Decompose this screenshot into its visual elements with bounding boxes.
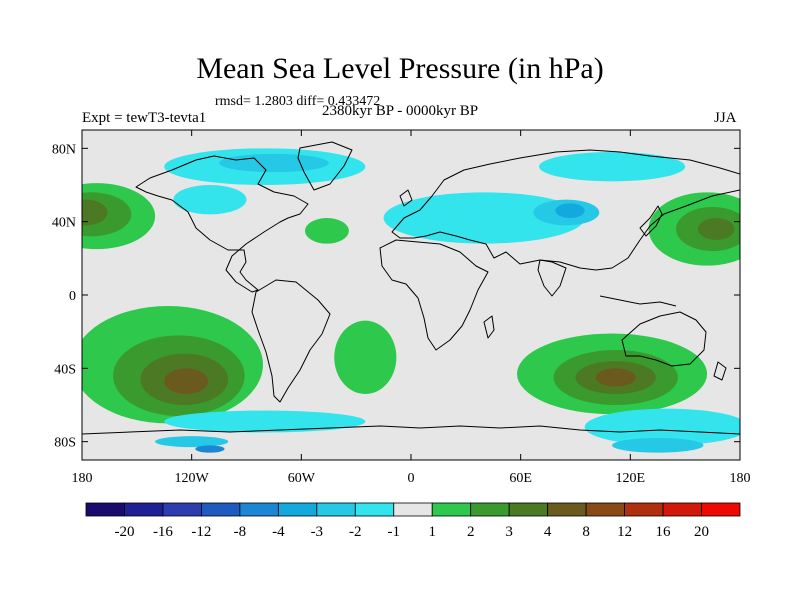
region-eurasia-low-inner (555, 203, 585, 219)
axis-ticks: 180 120W 60W 0 60E 120E 180 80N 40N 0 40S 80S (52, 130, 751, 486)
colorbar-label: -1 (388, 524, 401, 540)
region-atlantic-high-north (304, 218, 349, 244)
colorbar-swatch (354, 502, 395, 517)
colorbar-swatch (277, 502, 318, 517)
colorbar-swatch (201, 502, 241, 517)
lon-tick-label: 0 (408, 471, 415, 486)
map-area (81, 129, 741, 461)
plot-title: Mean Sea Level Pressure (in hPa) (196, 52, 604, 85)
colorbar-label: -3 (311, 524, 324, 540)
experiment-label: Expt = tewT3-tevta1 (82, 110, 207, 126)
india-coast (537, 259, 567, 297)
colorbar-label: 2 (467, 524, 475, 540)
colorbar-label: -4 (272, 524, 285, 540)
region-western-us-low (173, 185, 247, 215)
africa-coast (379, 239, 489, 351)
indonesia-coast (599, 295, 677, 307)
greenland-coast (297, 141, 353, 191)
colorbar-swatch (547, 502, 587, 517)
region-indian-ocean-high-core (595, 368, 636, 387)
region-east-siberia-low (538, 152, 686, 182)
pressure-anomaly-fields (82, 148, 740, 453)
madagascar-coast (483, 315, 495, 339)
new-zealand-coast (713, 361, 727, 381)
colorbar-swatch (662, 502, 702, 517)
period-label: 2380kyr BP - 0000kyr BP (322, 103, 479, 119)
colorbar-swatch (585, 502, 625, 517)
colorbar-label: 1 (428, 524, 436, 540)
coastlines (82, 141, 740, 435)
south-america-coast (251, 279, 331, 403)
lon-tick-label: 60W (288, 471, 316, 486)
region-atlantic-high-south (334, 320, 397, 395)
colorbar: -20 -16 -12 -8 -4 -3 -2 -1 1 2 3 4 8 12 16 20 (85, 502, 741, 540)
colorbar-label: 16 (656, 524, 672, 540)
colorbar-swatch (508, 502, 549, 517)
lat-tick-label: 40N (52, 216, 76, 231)
colorbar-label: 12 (617, 524, 632, 540)
colorbar-swatch (124, 502, 164, 517)
japan-coast (639, 205, 663, 237)
colorbar-swatch (470, 502, 510, 517)
lat-tick-label: 80S (54, 436, 76, 451)
colorbar-label: 4 (544, 524, 552, 540)
lat-tick-label: 40S (54, 362, 76, 377)
region-s-pacific-high-core (164, 368, 209, 394)
north-america-coast (135, 155, 309, 293)
colorbar-label: 8 (582, 524, 590, 540)
region-antarctic-low-core-e (612, 438, 704, 453)
lon-tick-label: 180 (730, 471, 751, 486)
lon-tick-label: 180 (72, 471, 93, 486)
lat-tick-label: 0 (69, 289, 76, 304)
region-arctic-low-core (219, 153, 329, 173)
uk-coast (399, 189, 413, 207)
lat-tick-label: 80N (52, 142, 76, 157)
colorbar-label: -2 (349, 524, 362, 540)
colorbar-swatch (316, 502, 356, 517)
region-southern-ocean-low-e (584, 408, 740, 446)
region-southern-ocean-low-w (164, 410, 366, 433)
lon-tick-label: 120W (175, 471, 210, 486)
colorbar-label: -16 (153, 524, 173, 540)
colorbar-label: -8 (234, 524, 247, 540)
region-n-pacific-east-high-core (697, 218, 735, 240)
region-n-pacific-west-high-core (82, 199, 108, 226)
region-eurasia-low (383, 192, 585, 244)
season-label: JJA (714, 110, 737, 126)
colorbar-swatch (393, 502, 433, 517)
colorbar-swatch (431, 502, 472, 517)
region-antarctic-low-core-w (155, 436, 229, 448)
colorbar-label: 3 (505, 524, 513, 540)
region-antarctic-deep-low (195, 445, 225, 453)
colorbar-label: 20 (694, 524, 709, 540)
colorbar-swatch (624, 502, 664, 517)
australia-coast (621, 311, 707, 367)
colorbar-label: -20 (114, 524, 134, 540)
lon-tick-label: 120E (616, 471, 646, 486)
colorbar-swatch (85, 502, 125, 517)
lon-tick-label: 60E (509, 471, 532, 486)
colorbar-label: -12 (191, 524, 211, 540)
colorbar-swatch (239, 502, 279, 517)
stats-label: rmsd= 1.2803 diff= 0.433472 (215, 94, 381, 109)
colorbar-swatch (162, 502, 202, 517)
colorbar-swatch (701, 502, 741, 517)
antarctica-coast (82, 425, 740, 435)
eurasia-coast (391, 149, 740, 271)
